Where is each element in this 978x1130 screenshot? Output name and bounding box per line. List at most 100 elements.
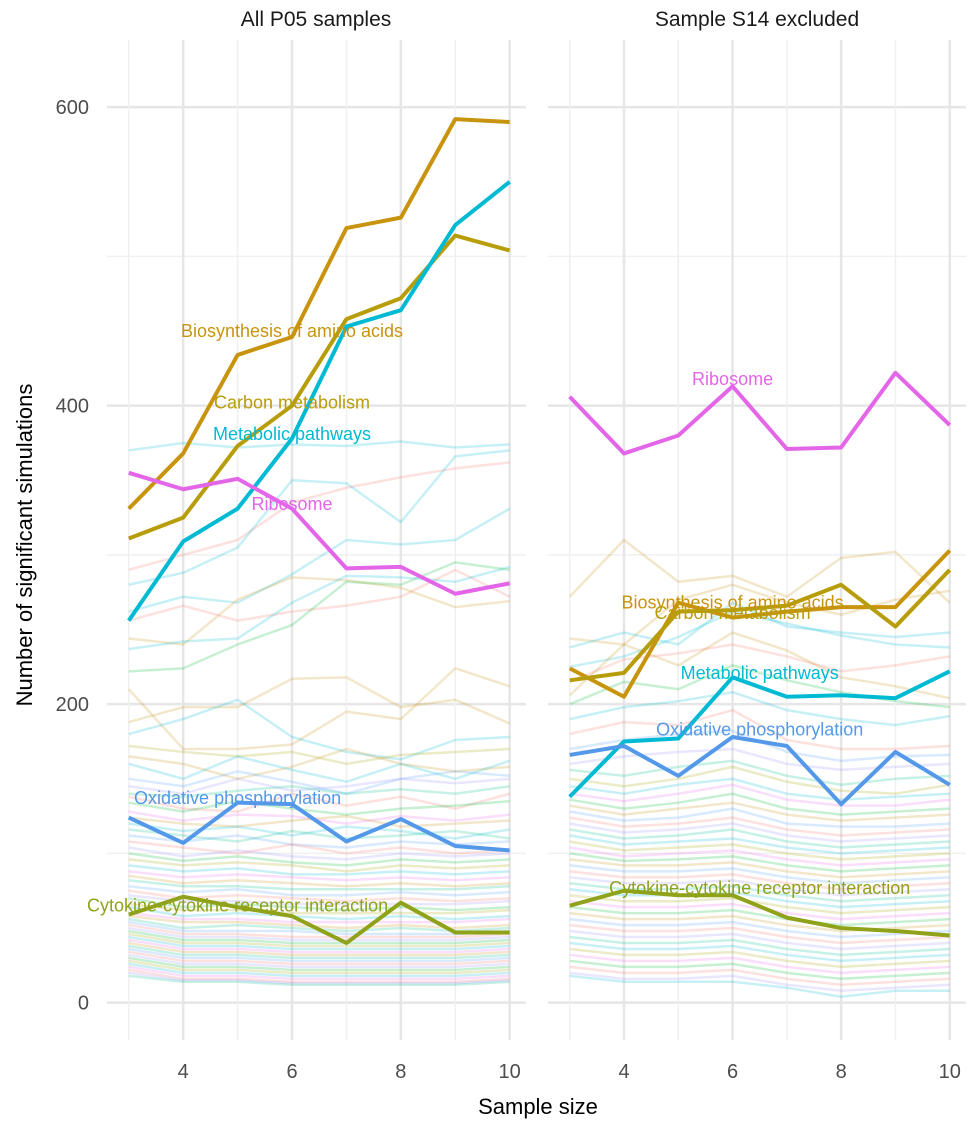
background-series-line	[128, 747, 510, 781]
background-series-line	[569, 777, 950, 801]
background-series-line	[569, 899, 950, 921]
background-series-line	[128, 440, 510, 452]
y-tick-label: 400	[56, 396, 89, 418]
background-series-line	[128, 974, 510, 987]
background-series-line	[128, 568, 511, 622]
background-series-line	[569, 941, 950, 963]
series-label: Biosynthesis of amino acids	[622, 593, 844, 613]
background-series-line	[128, 926, 510, 942]
background-series-line	[128, 507, 511, 613]
panel-all-p05-samples: All P05 samples Biosynthesis of amino ac…	[56, 8, 526, 1083]
highlighted-series	[568, 370, 952, 938]
series-line-oxidative-phosphorylation	[127, 800, 510, 853]
series-label: Carbon metabolism	[214, 393, 370, 413]
background-series-line	[569, 929, 950, 951]
series-label: Ribosome	[251, 494, 332, 514]
background-series-line	[128, 902, 510, 915]
background-series-line	[128, 944, 510, 960]
background-series-line	[128, 799, 510, 816]
background-series-line	[128, 870, 510, 882]
x-tick-label: 8	[836, 1061, 847, 1083]
background-series-line	[569, 759, 950, 787]
background-series-line	[128, 814, 510, 828]
x-tick-label: 6	[727, 1061, 738, 1083]
background-series-line	[128, 864, 510, 876]
background-series-line	[569, 923, 950, 945]
background-series-line	[128, 911, 510, 924]
background-series-line	[569, 917, 950, 939]
background-series-line	[569, 858, 950, 879]
series-label: Carbon metabolism	[655, 603, 811, 623]
background-series-line	[569, 834, 950, 855]
background-series-line	[569, 864, 950, 885]
background-series-line	[569, 610, 950, 669]
series-label: Cytokine-cytokine receptor interaction	[609, 878, 910, 898]
background-series-line	[128, 461, 510, 572]
x-tick-label: 4	[618, 1061, 629, 1083]
panel-sample-s14-excluded: Sample S14 excluded Ribosome Biosynthesis…	[548, 8, 966, 1083]
background-series-line	[569, 846, 950, 867]
series-label: Metabolic pathways	[681, 663, 839, 683]
background-series-line	[569, 792, 950, 816]
background-series-line	[128, 576, 510, 646]
background-series-line	[569, 816, 950, 837]
y-tick-label: 600	[56, 97, 89, 119]
background-series-line	[128, 846, 510, 861]
background-series-line	[128, 938, 510, 954]
background-series-line	[128, 971, 510, 985]
background-series-line	[128, 956, 510, 972]
background-series-line	[569, 953, 950, 975]
background-series-line	[568, 538, 951, 604]
x-tick-labels: 4 6 8 10	[178, 1061, 521, 1083]
background-series-line	[128, 852, 510, 867]
gridlines	[548, 40, 966, 1040]
background-series-line	[569, 801, 950, 822]
series-line-metabolic-pathways	[568, 669, 951, 799]
series-line-oxidative-phosphorylation	[569, 735, 951, 807]
background-series-line	[128, 959, 510, 975]
background-series-line	[128, 449, 510, 586]
series-label: Metabolic pathways	[213, 424, 371, 444]
background-series-line	[128, 840, 510, 855]
series-label: Biosynthesis of amino acids	[181, 321, 403, 341]
background-series-line	[128, 777, 510, 795]
background-series-line	[128, 929, 510, 945]
highlighted-labels: Ribosome Biosynthesis of amino acidsCarbo…	[609, 369, 910, 898]
background-series	[127, 440, 511, 987]
background-series-line	[569, 888, 950, 909]
background-series-line	[128, 744, 510, 766]
background-series-line	[128, 935, 510, 951]
background-series-line	[128, 965, 510, 981]
background-series-line	[569, 765, 950, 795]
highlighted-series	[127, 117, 511, 945]
series-line-cytokine-cytokine-receptor-interaction	[128, 894, 510, 945]
background-series-line	[569, 947, 950, 969]
highlighted-labels: Biosynthesis of amino acids Carbon metabo…	[87, 321, 403, 916]
background-series-line	[128, 932, 510, 948]
background-series-line	[128, 822, 510, 840]
background-series-line	[128, 896, 510, 912]
background-series-line	[128, 947, 510, 963]
background-series-line	[569, 822, 950, 843]
background-series-line	[128, 879, 510, 891]
series-line-ribosome	[128, 470, 511, 596]
background-series-line	[128, 792, 511, 813]
background-series-line	[569, 643, 950, 683]
background-series-line	[569, 690, 950, 727]
background-series-line	[127, 667, 511, 751]
background-series-line	[128, 920, 510, 936]
background-series-line	[569, 971, 950, 992]
background-series-line	[569, 893, 950, 915]
panel-title: Sample S14 excluded	[655, 8, 859, 31]
background-series-line	[128, 770, 510, 795]
background-series-line	[128, 858, 510, 873]
y-axis-title: Number of significant simulations	[12, 384, 37, 707]
background-series-line	[569, 905, 950, 927]
x-tick-labels: 4 6 8 10	[618, 1061, 960, 1083]
background-series-line	[569, 935, 950, 957]
background-series-line	[128, 953, 510, 969]
series-label: Oxidative phosphorylation	[134, 788, 341, 808]
background-series-line	[569, 747, 950, 772]
series-line-carbon-metabolism	[128, 233, 511, 541]
y-tick-label: 200	[56, 694, 89, 716]
